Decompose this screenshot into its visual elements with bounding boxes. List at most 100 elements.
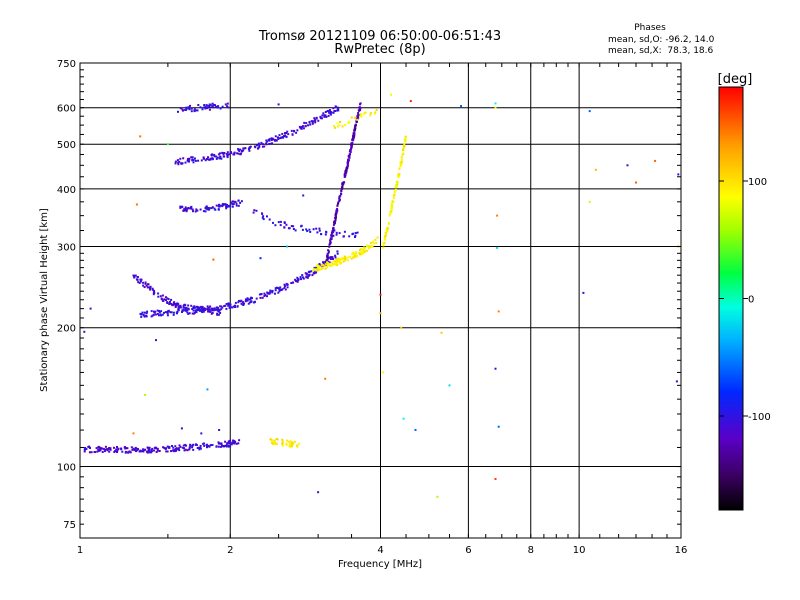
data-point <box>400 156 403 159</box>
data-point <box>328 111 331 114</box>
data-point <box>224 304 227 307</box>
data-point <box>133 449 136 452</box>
data-point <box>359 248 362 250</box>
data-point <box>209 103 212 106</box>
data-point <box>83 330 86 333</box>
y-tick-label: 300 <box>57 243 76 254</box>
data-point <box>212 258 215 261</box>
data-point <box>166 311 169 314</box>
data-point <box>291 281 294 284</box>
data-point <box>151 314 154 317</box>
data-point <box>675 380 678 383</box>
data-point <box>205 104 208 107</box>
data-point <box>307 273 310 276</box>
data-point <box>274 441 276 444</box>
data-point <box>266 295 268 298</box>
data-point <box>197 309 200 312</box>
data-point <box>88 451 91 454</box>
data-point <box>208 309 211 311</box>
data-point <box>182 308 185 311</box>
data-point <box>94 451 97 453</box>
y-tick-label: 500 <box>57 140 76 151</box>
data-point <box>191 446 194 449</box>
data-point <box>149 288 152 291</box>
data-point <box>360 252 363 255</box>
data-point <box>337 202 339 205</box>
data-point <box>322 261 324 264</box>
data-point <box>233 200 236 203</box>
data-point <box>204 105 207 108</box>
data-point <box>136 276 139 279</box>
data-point <box>350 116 353 119</box>
data-point <box>369 112 372 115</box>
data-point <box>162 446 165 449</box>
data-point <box>270 137 273 140</box>
data-point <box>353 129 356 132</box>
data-point <box>150 310 153 313</box>
data-point <box>279 220 282 223</box>
data-point <box>167 298 170 301</box>
data-point <box>346 163 349 166</box>
data-point <box>309 230 312 233</box>
data-point <box>327 114 330 117</box>
data-point <box>281 442 284 445</box>
data-point <box>98 448 101 451</box>
data-point <box>305 272 308 275</box>
data-point <box>196 109 199 112</box>
data-point <box>180 107 183 110</box>
data-point <box>221 306 224 309</box>
data-point <box>229 439 231 442</box>
data-point <box>158 310 160 312</box>
data-point <box>146 446 149 449</box>
data-point <box>155 447 158 450</box>
data-point <box>236 305 239 308</box>
data-point <box>157 292 160 295</box>
chart-title: Tromsø 20121109 06:50:00-06:51:43 <box>258 29 501 44</box>
data-point <box>335 233 338 236</box>
data-point <box>290 129 293 132</box>
data-point <box>355 119 358 122</box>
data-point <box>172 313 175 316</box>
data-point <box>139 313 142 315</box>
data-point <box>333 263 336 266</box>
data-point <box>215 105 218 108</box>
data-point <box>198 448 201 451</box>
data-point <box>135 278 138 281</box>
data-point <box>153 311 156 314</box>
data-point <box>248 298 251 301</box>
data-point <box>338 124 341 127</box>
data-point <box>305 276 308 279</box>
data-point <box>240 302 243 305</box>
data-point <box>132 432 135 435</box>
data-point <box>328 245 331 248</box>
data-point <box>242 301 244 304</box>
data-point <box>195 308 198 311</box>
data-point <box>400 163 403 166</box>
data-point <box>293 440 296 443</box>
data-point <box>332 228 335 231</box>
data-point <box>202 157 205 160</box>
data-point <box>298 442 301 445</box>
data-point <box>359 107 362 110</box>
data-point <box>202 210 205 213</box>
data-point <box>172 301 175 304</box>
data-point <box>235 442 238 445</box>
data-point <box>226 156 229 159</box>
data-point <box>336 204 339 207</box>
data-point <box>200 159 203 162</box>
data-point <box>124 451 127 454</box>
data-point <box>171 304 174 307</box>
data-point <box>166 301 169 304</box>
data-point <box>174 160 177 163</box>
data-point <box>266 140 269 143</box>
data-point <box>271 137 274 140</box>
data-point <box>359 108 362 111</box>
data-point <box>158 450 161 452</box>
data-point <box>204 107 207 110</box>
data-point <box>124 447 127 450</box>
data-point <box>386 229 389 232</box>
data-point <box>120 448 123 451</box>
data-point <box>327 250 330 253</box>
data-point <box>324 233 327 236</box>
data-point <box>179 445 182 448</box>
